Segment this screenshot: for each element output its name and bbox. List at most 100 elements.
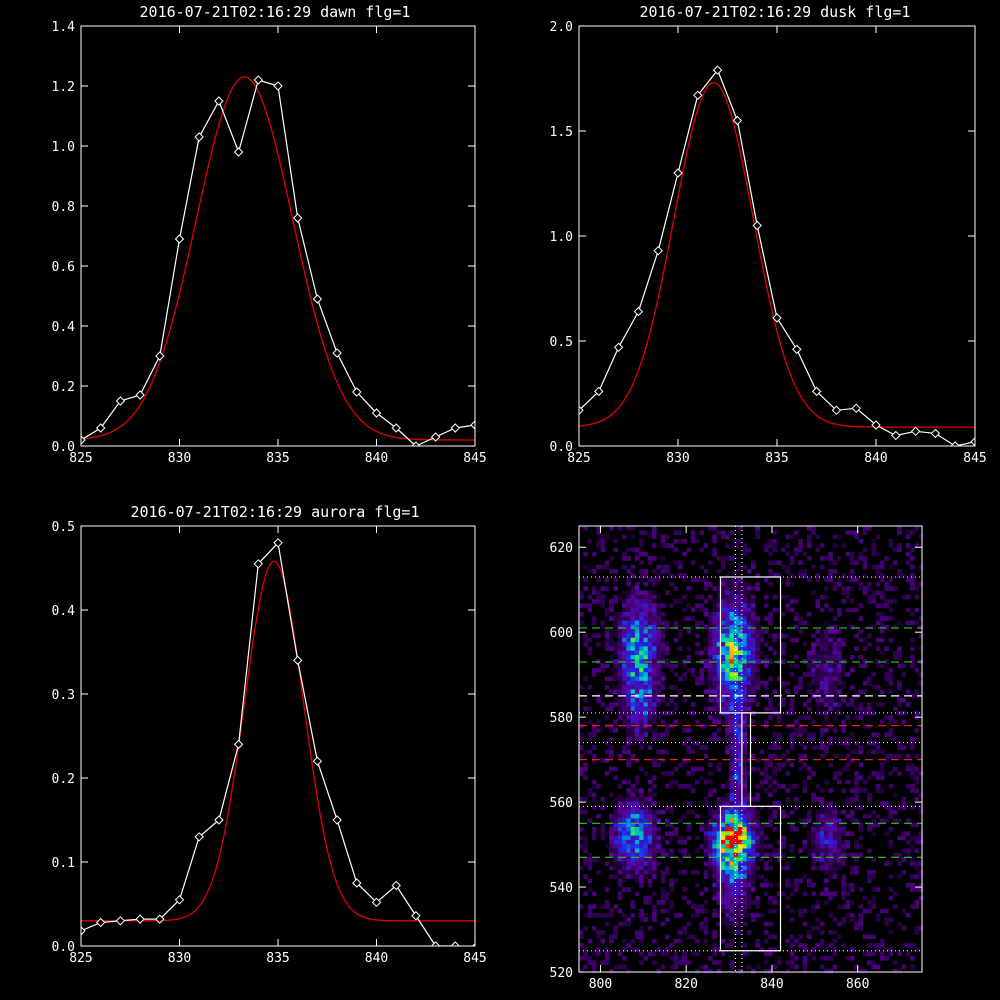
heatmap-cell bbox=[660, 874, 666, 879]
heatmap-cell bbox=[806, 538, 812, 544]
heatmap-cell bbox=[686, 934, 692, 940]
heatmap-cell bbox=[591, 620, 597, 626]
heatmap-cell bbox=[617, 857, 623, 862]
heatmap-cell bbox=[699, 822, 704, 828]
heatmap-cell bbox=[647, 865, 653, 871]
heatmap-cell bbox=[768, 698, 773, 703]
heatmap-cell bbox=[759, 852, 765, 858]
heatmap-cell bbox=[634, 775, 640, 780]
heatmap-cell bbox=[867, 822, 872, 828]
heatmap-cell bbox=[776, 715, 782, 720]
heatmap-cell bbox=[862, 968, 868, 974]
heatmap-cell bbox=[725, 827, 730, 832]
heatmap-cell bbox=[643, 655, 649, 660]
heatmap-cell bbox=[677, 930, 683, 935]
heatmap-cell bbox=[819, 964, 825, 970]
heatmap-cell bbox=[703, 581, 709, 587]
heatmap-cell bbox=[695, 938, 700, 944]
heatmap-cell bbox=[673, 779, 679, 785]
heatmap-cell bbox=[905, 530, 911, 535]
heatmap-cell bbox=[819, 637, 825, 643]
heatmap-cell bbox=[604, 586, 610, 591]
heatmap-cell bbox=[837, 934, 842, 940]
heatmap-cell bbox=[781, 702, 786, 707]
heatmap-cell bbox=[682, 930, 687, 935]
heatmap-cell bbox=[854, 577, 859, 583]
heatmap-cell bbox=[875, 646, 881, 651]
heatmap-cell bbox=[634, 715, 640, 720]
heatmap-cell bbox=[772, 594, 778, 600]
heatmap-cell bbox=[824, 676, 829, 682]
heatmap-cell bbox=[712, 960, 717, 965]
heatmap-cell bbox=[733, 650, 739, 656]
heatmap-cell bbox=[660, 878, 666, 884]
heatmap-cell bbox=[914, 848, 919, 854]
heatmap-cell bbox=[746, 680, 752, 686]
heatmap-cell bbox=[579, 943, 584, 948]
heatmap-cell bbox=[716, 642, 722, 647]
heatmap-cell bbox=[652, 603, 657, 608]
heatmap-cell bbox=[875, 685, 881, 690]
heatmap-cell bbox=[613, 547, 618, 553]
heatmap-cell bbox=[746, 758, 752, 763]
heatmap-cell bbox=[733, 796, 739, 802]
heatmap-cell bbox=[725, 861, 730, 866]
heatmap-cell bbox=[613, 839, 618, 845]
heatmap-cell bbox=[630, 710, 636, 716]
heatmap-cell bbox=[819, 814, 825, 819]
heatmap-cell bbox=[630, 689, 636, 694]
heatmap-cell bbox=[815, 943, 821, 948]
heatmap-cell bbox=[763, 603, 769, 608]
heatmap-cell bbox=[643, 603, 649, 608]
heatmap-cell bbox=[854, 560, 859, 565]
heatmap-cell bbox=[884, 581, 889, 587]
heatmap-cell bbox=[604, 960, 610, 965]
heatmap-cell bbox=[630, 599, 636, 604]
heatmap-cell bbox=[789, 908, 795, 914]
heatmap-cell bbox=[613, 904, 618, 909]
heatmap-cell bbox=[630, 809, 636, 815]
heatmap-cell bbox=[751, 624, 756, 630]
heatmap-cell bbox=[832, 642, 838, 647]
heatmap-cell bbox=[802, 891, 808, 897]
heatmap-cell bbox=[626, 659, 631, 664]
heatmap-cell bbox=[729, 814, 735, 819]
dusk-xtick-label: 835 bbox=[765, 451, 788, 466]
heatmap-cell bbox=[617, 805, 623, 811]
heatmap-cell bbox=[841, 818, 846, 823]
heatmap-cell bbox=[742, 667, 747, 673]
heatmap-cell bbox=[639, 590, 644, 596]
heatmap-cell bbox=[686, 667, 692, 673]
heatmap-cell bbox=[832, 715, 838, 720]
heatmap-cell bbox=[634, 818, 640, 823]
heatmap-cell bbox=[755, 814, 760, 819]
heatmap-cell bbox=[901, 943, 907, 948]
heatmap-cell bbox=[772, 852, 778, 858]
heatmap-cell bbox=[746, 633, 752, 639]
heatmap-cell bbox=[720, 650, 726, 656]
heatmap-cell bbox=[738, 745, 743, 750]
heatmap-cell bbox=[910, 762, 915, 768]
heatmap-cell bbox=[832, 938, 838, 944]
heatmap-cell bbox=[854, 715, 859, 720]
heatmap-cell bbox=[875, 775, 881, 780]
heatmap-cell bbox=[677, 599, 683, 604]
heatmap-cell bbox=[639, 766, 644, 772]
heatmap-cell bbox=[729, 590, 735, 596]
heatmap-cell bbox=[643, 831, 649, 836]
heatmap-cell bbox=[772, 547, 778, 553]
heatmap-cell bbox=[591, 964, 597, 970]
heatmap-cell bbox=[686, 801, 692, 806]
heatmap-cell bbox=[669, 805, 674, 811]
heatmap-cell bbox=[630, 607, 636, 613]
heatmap-cell bbox=[712, 612, 717, 617]
heatmap-cell bbox=[647, 706, 653, 712]
heatmap-cell bbox=[875, 534, 881, 540]
heatmap-cell bbox=[772, 637, 778, 643]
heatmap-cell bbox=[652, 835, 657, 841]
heatmap-cell bbox=[815, 650, 821, 656]
heatmap-cell bbox=[617, 809, 623, 815]
heatmap-cell bbox=[824, 861, 829, 866]
heatmap-cell bbox=[682, 663, 687, 669]
heatmap-cell bbox=[720, 882, 726, 888]
